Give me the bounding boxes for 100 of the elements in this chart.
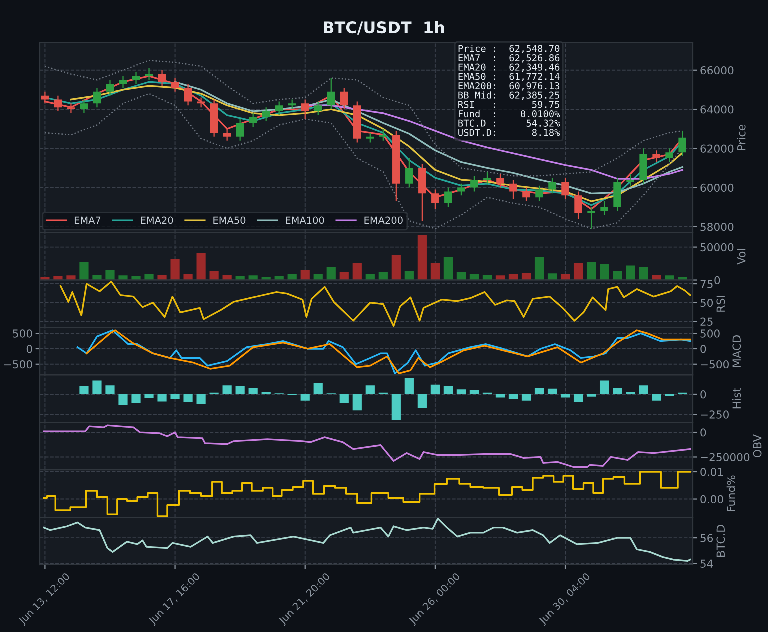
candlestick bbox=[652, 150, 660, 163]
bar bbox=[352, 394, 362, 411]
bar bbox=[586, 262, 596, 280]
bar bbox=[80, 386, 89, 394]
bar bbox=[222, 386, 232, 394]
y-tick-label: 0 bbox=[700, 390, 706, 399]
candlestick bbox=[67, 103, 76, 114]
y-tick-label: 0.00 bbox=[700, 495, 724, 504]
y-axis-title: RSI bbox=[716, 296, 726, 312]
legend-label: EMA100 bbox=[286, 216, 324, 224]
candlestick bbox=[562, 177, 570, 200]
candlestick bbox=[275, 101, 284, 116]
chart-title: BTC/USDT 1h bbox=[324, 21, 444, 35]
bar bbox=[548, 388, 558, 394]
bar bbox=[300, 394, 310, 401]
y-axis-title: OBV bbox=[753, 434, 762, 458]
bar bbox=[210, 271, 219, 280]
candlestick bbox=[666, 148, 674, 163]
y-axis-title: BTC.D bbox=[716, 525, 726, 557]
bar bbox=[548, 274, 558, 280]
candlestick bbox=[536, 185, 544, 202]
candlestick bbox=[678, 130, 686, 158]
bar bbox=[158, 394, 167, 402]
legend-label: EMA200 bbox=[364, 216, 403, 224]
bar bbox=[560, 394, 570, 398]
y-tick-label: −250 bbox=[701, 410, 729, 419]
bar bbox=[314, 383, 323, 394]
bar bbox=[392, 255, 401, 280]
bar bbox=[404, 271, 414, 280]
candlestick bbox=[236, 118, 244, 142]
legend-label: EMA20 bbox=[141, 216, 174, 224]
y-axis-title: Hist bbox=[732, 388, 742, 409]
candlestick bbox=[340, 87, 348, 110]
candlestick bbox=[496, 174, 504, 188]
y-tick-label: 64000 bbox=[700, 106, 734, 114]
candlestick bbox=[288, 99, 296, 110]
bar bbox=[170, 259, 180, 280]
bar bbox=[196, 394, 206, 404]
bar bbox=[444, 386, 454, 394]
bar bbox=[613, 271, 622, 280]
candlestick bbox=[380, 128, 388, 142]
bar bbox=[522, 394, 532, 401]
legend-label: EMA50 bbox=[214, 216, 246, 224]
bar bbox=[106, 270, 115, 280]
y-tick-label: −500 bbox=[4, 360, 32, 369]
legend-label: EMA7 bbox=[74, 216, 101, 224]
bar bbox=[326, 267, 336, 280]
bar bbox=[118, 394, 128, 405]
bar bbox=[248, 388, 258, 394]
y-axis-title: Fund% bbox=[726, 476, 736, 512]
bar bbox=[430, 384, 440, 394]
candlestick bbox=[197, 97, 206, 108]
bar bbox=[170, 394, 180, 400]
y-tick-label: 0 bbox=[700, 428, 706, 437]
bar bbox=[132, 394, 141, 404]
candlestick bbox=[406, 158, 414, 188]
candlestick bbox=[145, 68, 154, 81]
bar bbox=[184, 394, 193, 403]
bar bbox=[418, 235, 427, 280]
candlestick bbox=[444, 187, 452, 208]
candlestick bbox=[223, 128, 232, 142]
bar bbox=[508, 394, 518, 400]
y-tick-label: 62000 bbox=[700, 144, 734, 153]
y2-axis-title: MACD bbox=[732, 335, 742, 368]
y-tick-label: 58000 bbox=[700, 223, 734, 232]
bar bbox=[404, 378, 414, 394]
bar bbox=[118, 276, 128, 280]
bar bbox=[626, 266, 636, 280]
bar bbox=[600, 264, 610, 280]
y-tick-label: 50000 bbox=[700, 243, 734, 252]
y-tick-label: 25 bbox=[700, 318, 713, 326]
bar bbox=[340, 394, 349, 404]
bar bbox=[639, 386, 648, 394]
bar bbox=[196, 253, 206, 280]
candlestick bbox=[184, 84, 192, 106]
bar bbox=[652, 394, 662, 401]
candlestick bbox=[93, 87, 102, 108]
bar bbox=[600, 380, 610, 394]
bar bbox=[586, 394, 596, 397]
bar bbox=[639, 267, 648, 280]
y-tick-label: 0.01 bbox=[700, 468, 724, 476]
y-tick-label: 66000 bbox=[700, 66, 734, 75]
candlestick bbox=[327, 78, 336, 110]
bar bbox=[418, 394, 427, 408]
bar bbox=[92, 380, 102, 394]
bar bbox=[66, 276, 76, 280]
candlestick bbox=[106, 80, 114, 96]
candlestick bbox=[510, 179, 518, 200]
bar bbox=[300, 270, 310, 280]
candlestick bbox=[262, 107, 270, 122]
candlestick bbox=[366, 132, 374, 144]
candlestick bbox=[458, 183, 466, 196]
y-axis-title: Price bbox=[737, 124, 746, 150]
candlestick bbox=[548, 177, 556, 194]
y-tick-label: 54 bbox=[700, 560, 714, 568]
y-tick-label: 56 bbox=[700, 534, 714, 542]
candlestick bbox=[171, 78, 180, 92]
bar bbox=[236, 386, 245, 394]
candlestick bbox=[54, 95, 62, 112]
bar bbox=[574, 394, 584, 403]
